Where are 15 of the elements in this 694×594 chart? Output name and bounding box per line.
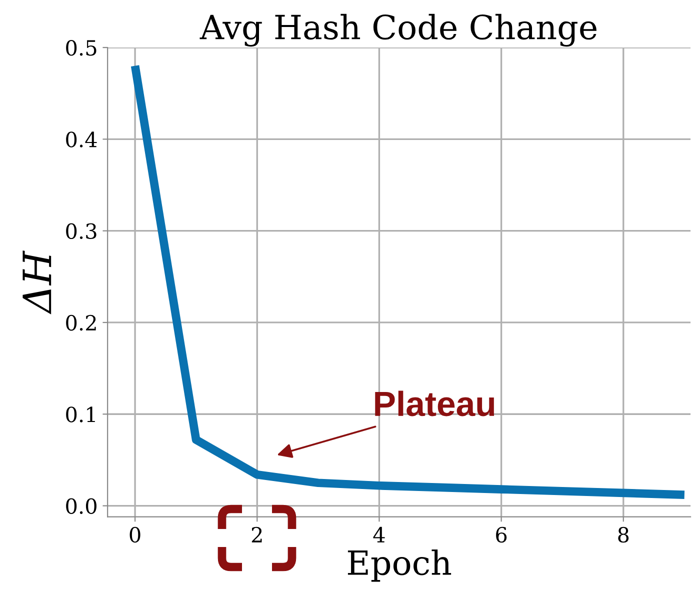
y-tick-label: 0.0 (66, 498, 96, 514)
chart-title: Avg Hash Code Change (200, 14, 596, 47)
x-tick-label: 0 (130, 526, 140, 543)
y-tick-label: 0.4 (66, 132, 97, 148)
x-tick-label: 4 (373, 526, 385, 542)
y-tick-label: 0.1 (66, 406, 95, 422)
y-tick-label: 0.3 (66, 223, 96, 240)
x-tick-label: 2 (252, 526, 262, 542)
x-tick-label: 6 (496, 526, 507, 543)
annotation: Plateau (375, 390, 494, 416)
y-axis-title: ΔH (22, 250, 52, 314)
y-tick-label: 0.5 (66, 40, 96, 56)
x-axis-title: Epoch (348, 549, 452, 582)
y-tick-label: 0.2 (66, 314, 96, 331)
x-tick-label: 8 (618, 526, 629, 543)
